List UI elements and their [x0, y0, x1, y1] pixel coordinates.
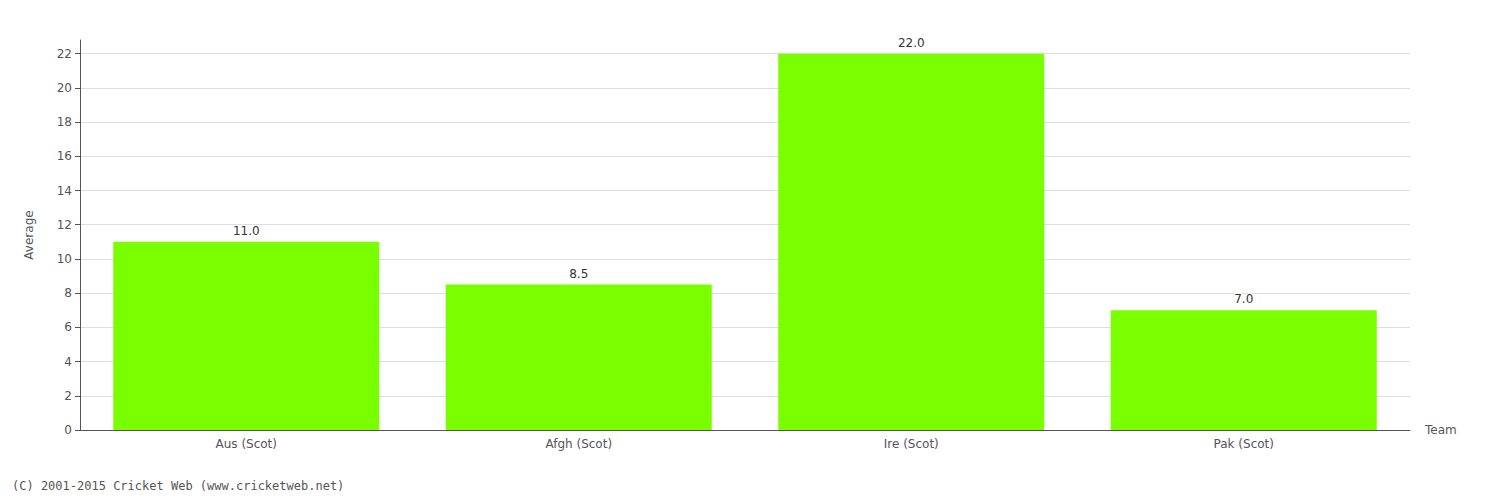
svg-text:20: 20	[57, 81, 72, 95]
svg-text:Aus (Scot): Aus (Scot)	[215, 437, 277, 451]
svg-text:8: 8	[64, 286, 72, 300]
svg-text:Average: Average	[22, 210, 36, 259]
svg-text:14: 14	[57, 184, 72, 198]
svg-text:(C) 2001-2015 Cricket Web (www: (C) 2001-2015 Cricket Web (www.cricketwe…	[12, 479, 344, 493]
svg-text:Afgh (Scot): Afgh (Scot)	[545, 437, 612, 451]
svg-text:22: 22	[57, 47, 72, 61]
svg-text:Team: Team	[1424, 423, 1457, 437]
svg-text:Pak (Scot): Pak (Scot)	[1214, 437, 1274, 451]
svg-text:4: 4	[64, 355, 72, 369]
svg-text:12: 12	[57, 218, 72, 232]
svg-text:11.0: 11.0	[233, 224, 260, 238]
svg-text:8.5: 8.5	[569, 267, 588, 281]
svg-text:0: 0	[64, 423, 72, 437]
svg-text:22.0: 22.0	[898, 36, 925, 50]
svg-text:10: 10	[57, 252, 72, 266]
svg-text:7.0: 7.0	[1234, 292, 1253, 306]
svg-text:6: 6	[64, 320, 72, 334]
svg-text:18: 18	[57, 115, 72, 129]
svg-text:Ire (Scot): Ire (Scot)	[884, 437, 939, 451]
svg-text:16: 16	[57, 149, 72, 163]
svg-text:2: 2	[64, 389, 72, 403]
